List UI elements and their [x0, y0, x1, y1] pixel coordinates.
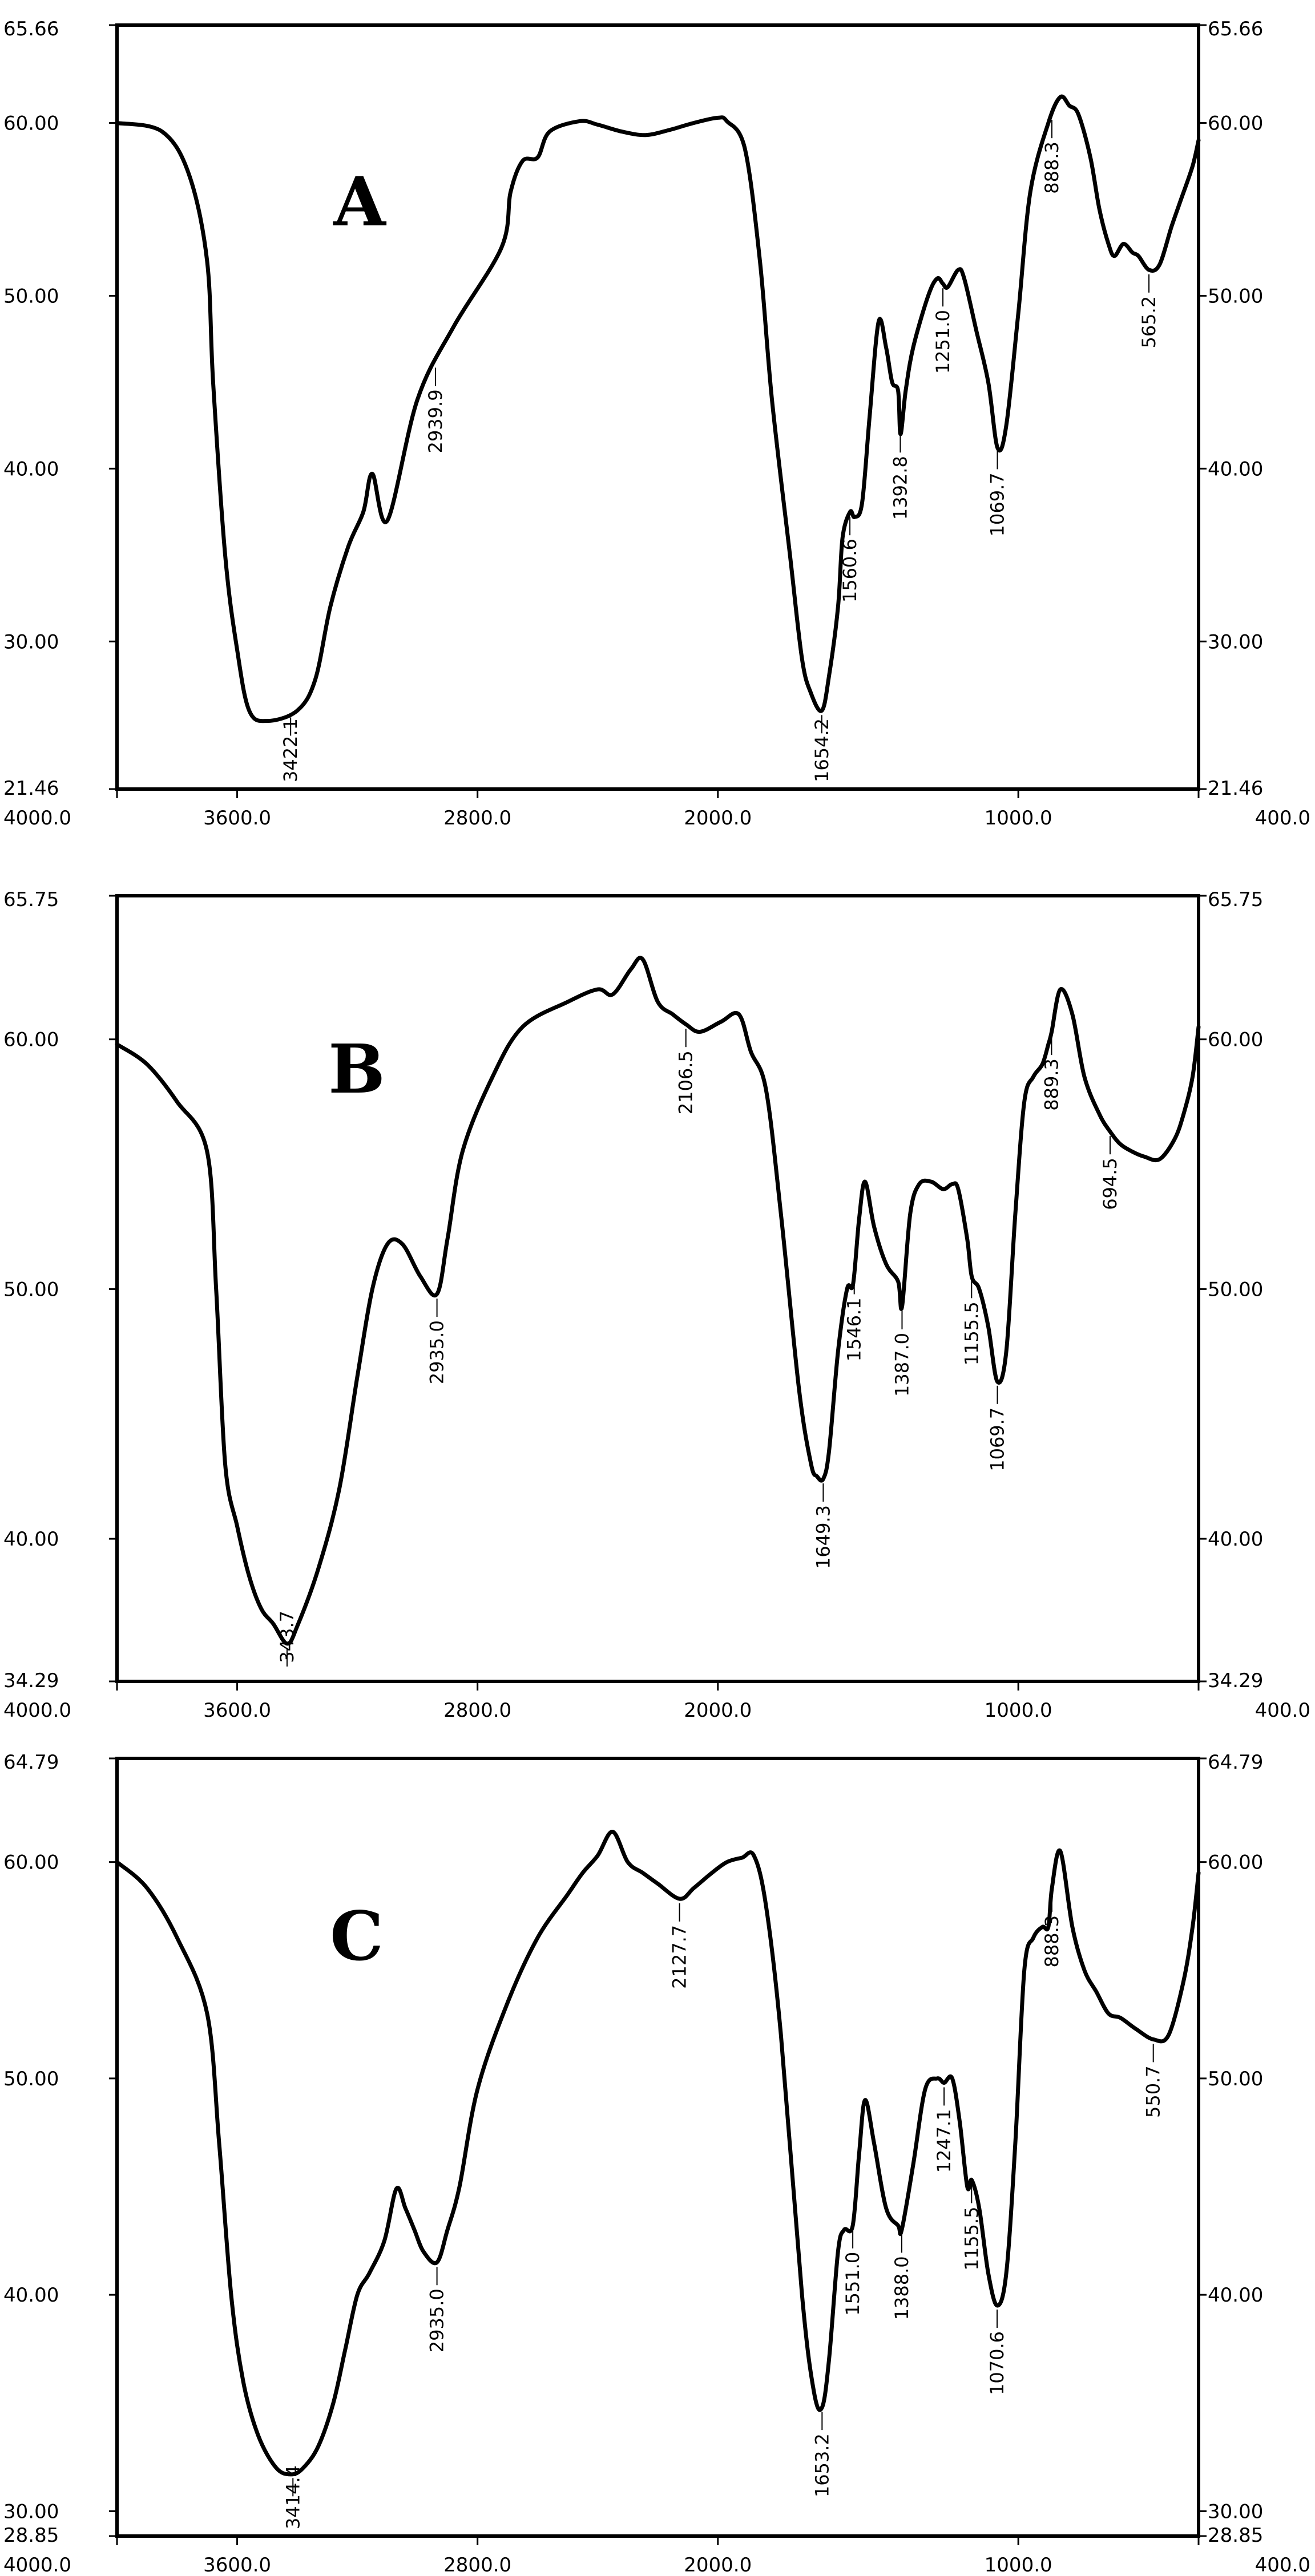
- x-tick-label: 2800.0: [443, 2554, 511, 2576]
- x-tick-label: 2000.0: [684, 807, 752, 830]
- y-tick-label-right: 30.00: [1208, 630, 1263, 653]
- spectrum-panel-c: 64.79 64.79 60.00 60.00 50.00 50.00 40.00 40.00…: [3, 1751, 1310, 2576]
- peak-label: 889.3: [1040, 1058, 1062, 1111]
- y-tick-label-left: 60.00: [3, 1851, 59, 1874]
- peak-label: 1654.2: [811, 718, 833, 782]
- panel-letter: C: [330, 1896, 384, 1976]
- y-tick-label-right: 30.00: [1208, 2500, 1263, 2523]
- y-tick-label-left: 50.00: [3, 1278, 59, 1301]
- y-tick-label-right: 40.00: [1208, 2284, 1263, 2307]
- peak-label: 565.2: [1138, 296, 1160, 349]
- plot-frame: [115, 894, 1200, 1683]
- x-tick-label: 1000.0: [985, 807, 1052, 830]
- plot-frame: [115, 23, 1200, 791]
- peak-label: 1392.8: [889, 456, 911, 520]
- y-tick-label-right: 60.00: [1208, 1029, 1263, 1052]
- peak-label: 3422.1: [280, 718, 301, 782]
- peak-label: 1560.6: [839, 539, 861, 602]
- y-tick-label-left: 60.00: [3, 112, 59, 135]
- y-tick-label-left: 50.00: [3, 2068, 59, 2090]
- y-tick-label-left: 65.75: [3, 888, 59, 911]
- x-tick-label: 4000.0: [3, 1699, 71, 1722]
- y-tick-label-left: 50.00: [3, 285, 59, 308]
- y-tick-label-right: 50.00: [1208, 285, 1263, 308]
- y-tick-label-right: 40.00: [1208, 458, 1263, 480]
- y-tick-label-left: 28.85: [3, 2524, 59, 2547]
- peak-label: 1247.1: [933, 2109, 955, 2173]
- peak-label: 1387.0: [891, 1333, 913, 1397]
- y-tick-label-right: 21.46: [1208, 777, 1263, 800]
- y-tick-label-right: 64.79: [1208, 1751, 1263, 1774]
- spectrum-panel-a: 65.66 65.66 60.00 60.00 50.00 50.00 40.00 40.00…: [3, 18, 1310, 830]
- x-tick-label: 400.0: [1255, 807, 1310, 830]
- peak-label: 550.7: [1143, 2065, 1164, 2118]
- peak-label: 343.7: [276, 1611, 298, 1663]
- peak-label: 1388.0: [891, 2256, 913, 2320]
- spectrum-line: [115, 956, 1201, 1646]
- plot-frame: [115, 1757, 1200, 2538]
- peak-label: 2939.9: [425, 389, 446, 453]
- peak-label: 1546.1: [844, 1297, 865, 1361]
- y-tick-label-left: 40.00: [3, 2284, 59, 2307]
- peak-label: 1551.0: [842, 2252, 864, 2316]
- peak-label: 888.3: [1041, 1915, 1063, 1968]
- y-tick-label-right: 28.85: [1208, 2524, 1263, 2547]
- peak-label: 1649.3: [812, 1505, 834, 1569]
- y-tick-label-left: 64.79: [3, 1751, 59, 1774]
- y-tick-label-right: 60.00: [1208, 112, 1263, 135]
- x-tick-label: 4000.0: [3, 807, 71, 830]
- peak-label: 1251.0: [932, 310, 954, 374]
- y-tick-label-left: 40.00: [3, 1528, 59, 1551]
- x-tick-label: 400.0: [1255, 2554, 1310, 2576]
- peak-label: 1069.7: [986, 1408, 1008, 1471]
- x-tick-label: 400.0: [1255, 1699, 1310, 1722]
- spectrum-line: [115, 1830, 1201, 2477]
- peak-label: 2935.0: [426, 1320, 448, 1384]
- peak-label: 3414.4: [282, 2465, 304, 2529]
- panel-letter: A: [333, 162, 386, 241]
- peak-label: 694.5: [1099, 1158, 1121, 1210]
- panel-letter: B: [328, 1029, 385, 1109]
- x-tick-label: 2000.0: [684, 1699, 752, 1722]
- y-tick-label-left: 65.66: [3, 18, 59, 41]
- peak-label: 1155.5: [961, 1301, 982, 1365]
- spectrum-panel-b: 65.75 65.75 60.00 60.00 50.00 50.00 40.00 40.00…: [3, 888, 1310, 1722]
- peak-label: 1070.6: [986, 2331, 1008, 2395]
- x-tick-label: 3600.0: [203, 807, 271, 830]
- y-tick-label-left: 34.29: [3, 1669, 59, 1692]
- y-tick-label-right: 65.66: [1208, 18, 1263, 41]
- peak-label: 1155.5: [961, 2207, 982, 2271]
- y-tick-label-right: 34.29: [1208, 1669, 1263, 1692]
- y-tick-label-left: 21.46: [3, 777, 59, 800]
- x-tick-label: 2800.0: [443, 1699, 511, 1722]
- y-tick-label-right: 50.00: [1208, 1278, 1263, 1301]
- y-tick-label-right: 40.00: [1208, 1528, 1263, 1551]
- x-tick-label: 2800.0: [443, 807, 511, 830]
- x-tick-label: 3600.0: [203, 1699, 271, 1722]
- y-tick-label-right: 50.00: [1208, 2068, 1263, 2090]
- peak-label: 1653.2: [811, 2433, 833, 2497]
- peak-label: 2935.0: [426, 2288, 448, 2352]
- spectrum-line: [115, 94, 1201, 723]
- peak-label: 2106.5: [675, 1050, 697, 1114]
- y-tick-label-left: 40.00: [3, 458, 59, 480]
- x-tick-label: 1000.0: [985, 2554, 1052, 2576]
- x-tick-label: 3600.0: [203, 2554, 271, 2576]
- y-tick-label-left: 30.00: [3, 630, 59, 653]
- y-tick-label-left: 60.00: [3, 1029, 59, 1052]
- peak-label: 888.3: [1041, 141, 1063, 194]
- peak-label: 1069.7: [986, 472, 1008, 536]
- y-tick-label-right: 65.75: [1208, 888, 1263, 911]
- x-tick-label: 2000.0: [684, 2554, 752, 2576]
- x-tick-label: 4000.0: [3, 2554, 71, 2576]
- x-tick-label: 1000.0: [985, 1699, 1052, 1722]
- y-tick-label-right: 60.00: [1208, 1851, 1263, 1874]
- y-tick-label-left: 30.00: [3, 2500, 59, 2523]
- peak-label: 2127.7: [669, 1925, 691, 1989]
